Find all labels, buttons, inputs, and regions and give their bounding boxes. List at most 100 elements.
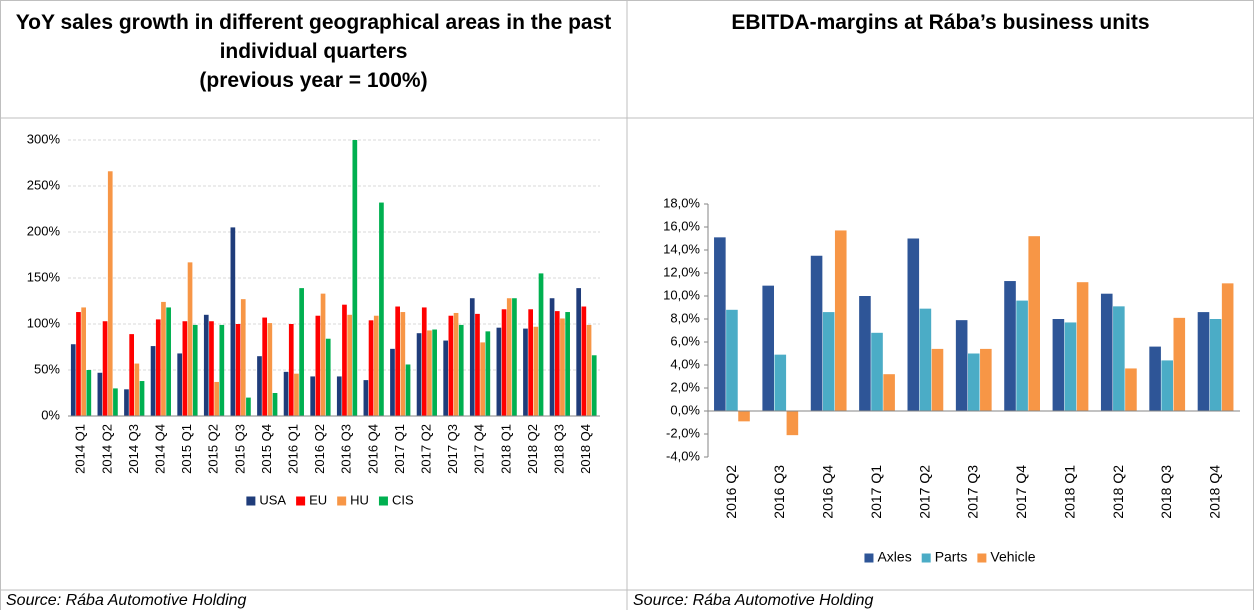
bar bbox=[1100, 293, 1113, 411]
bar bbox=[581, 306, 587, 416]
bar bbox=[549, 298, 555, 416]
x-tick-label: 2018 Q2 bbox=[1110, 465, 1126, 519]
legend-label: USA bbox=[259, 492, 286, 507]
x-tick-label: 2017 Q2 bbox=[419, 424, 434, 474]
bar bbox=[347, 314, 352, 416]
x-tick-label: 2018 Q3 bbox=[1158, 465, 1174, 519]
bar bbox=[272, 393, 278, 416]
bar bbox=[102, 321, 108, 416]
bar bbox=[859, 296, 871, 411]
bar bbox=[1161, 360, 1173, 411]
x-tick-label: 2015 Q3 bbox=[232, 424, 247, 474]
legend-label: Axles bbox=[877, 549, 911, 565]
bar bbox=[1016, 300, 1028, 411]
legend-label: Parts bbox=[935, 549, 968, 565]
bar bbox=[726, 309, 738, 411]
x-tick-label: 2017 Q4 bbox=[1013, 465, 1029, 519]
bar bbox=[1209, 319, 1222, 411]
bar bbox=[325, 338, 331, 416]
bar bbox=[1197, 312, 1210, 411]
bar bbox=[1125, 368, 1137, 411]
bar bbox=[129, 334, 134, 416]
bar bbox=[336, 376, 342, 416]
x-tick-label: 2015 Q2 bbox=[206, 424, 221, 474]
bar bbox=[1052, 319, 1065, 411]
bar bbox=[405, 364, 411, 416]
bar bbox=[310, 376, 316, 416]
bar bbox=[352, 140, 358, 416]
legend-marker bbox=[378, 496, 388, 506]
bar bbox=[416, 333, 422, 416]
y-tick-label: -4,0% bbox=[666, 448, 700, 463]
bar bbox=[967, 353, 980, 411]
x-tick-label: 2014 Q2 bbox=[99, 424, 114, 474]
bar bbox=[907, 238, 920, 411]
bar bbox=[496, 327, 502, 416]
bar bbox=[299, 288, 304, 416]
bar bbox=[192, 324, 198, 416]
bar bbox=[501, 309, 507, 416]
bar bbox=[458, 324, 464, 416]
legend-marker bbox=[864, 553, 874, 563]
bar bbox=[883, 374, 895, 411]
bar bbox=[1149, 346, 1161, 411]
y-tick-label: 0,0% bbox=[670, 402, 700, 417]
bar bbox=[267, 323, 273, 416]
legend-label: CIS bbox=[392, 492, 414, 507]
x-tick-label: 2017 Q1 bbox=[868, 465, 884, 519]
y-tick-label: 250% bbox=[27, 177, 61, 192]
y-tick-label: 8,0% bbox=[670, 310, 700, 325]
chart-title: YoY sales growth in different geographic… bbox=[15, 11, 612, 63]
y-tick-label: 10,0% bbox=[663, 287, 700, 302]
legend-marker bbox=[296, 496, 306, 506]
bar bbox=[166, 307, 171, 416]
bar bbox=[955, 320, 968, 411]
bar bbox=[448, 315, 454, 416]
bar bbox=[209, 321, 214, 416]
bar bbox=[203, 314, 209, 416]
y-tick-label: 0% bbox=[41, 407, 60, 422]
x-tick-label: 2016 Q3 bbox=[771, 465, 787, 519]
bar bbox=[400, 312, 406, 416]
bar bbox=[475, 313, 480, 416]
y-tick-label: 4,0% bbox=[670, 356, 700, 371]
y-tick-label: 300% bbox=[27, 131, 61, 146]
bar bbox=[931, 348, 944, 411]
y-tick-label: 50% bbox=[34, 361, 60, 376]
y-tick-label: -2,0% bbox=[666, 425, 700, 440]
bar bbox=[834, 230, 847, 411]
bar bbox=[76, 312, 81, 416]
x-tick-label: 2015 Q4 bbox=[259, 424, 274, 474]
bar bbox=[124, 389, 129, 416]
bar bbox=[762, 285, 774, 411]
legend-label: EU bbox=[309, 492, 327, 507]
legend-marker bbox=[337, 496, 347, 506]
bar bbox=[565, 312, 570, 416]
bar bbox=[485, 331, 491, 416]
bar bbox=[538, 273, 544, 416]
y-tick-label: 14,0% bbox=[663, 241, 700, 256]
bar bbox=[315, 315, 321, 416]
chart-title: EBITDA-margins at Rába’s business units bbox=[731, 11, 1150, 34]
x-tick-label: 2014 Q4 bbox=[153, 424, 168, 474]
bar bbox=[288, 324, 294, 416]
bar bbox=[342, 304, 347, 416]
bar bbox=[453, 312, 459, 416]
bar bbox=[1221, 283, 1234, 411]
bar bbox=[506, 298, 512, 416]
bar bbox=[554, 311, 560, 416]
x-tick-label: 2016 Q1 bbox=[286, 424, 301, 474]
bar bbox=[480, 342, 485, 416]
x-tick-label: 2017 Q3 bbox=[965, 465, 981, 519]
legend-marker bbox=[246, 496, 256, 506]
bar bbox=[373, 315, 379, 416]
bar bbox=[1113, 306, 1125, 411]
bar bbox=[980, 348, 992, 411]
bar bbox=[1173, 317, 1186, 411]
bar bbox=[1064, 322, 1077, 411]
bar bbox=[283, 371, 289, 416]
bar bbox=[257, 356, 262, 416]
y-tick-label: 100% bbox=[27, 315, 61, 330]
x-tick-label: 2017 Q3 bbox=[445, 424, 460, 474]
